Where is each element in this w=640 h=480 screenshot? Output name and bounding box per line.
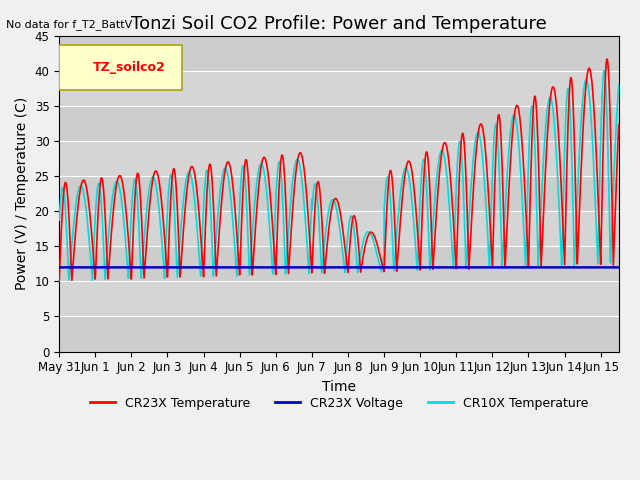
- Bar: [59, 176, 619, 211]
- Text: No data for f_T2_BattV: No data for f_T2_BattV: [6, 19, 132, 30]
- Legend: CR23X Temperature, CR23X Voltage, CR10X Temperature: CR23X Temperature, CR23X Voltage, CR10X …: [84, 392, 593, 415]
- Title: Tonzi Soil CO2 Profile: Power and Temperature: Tonzi Soil CO2 Profile: Power and Temper…: [131, 15, 547, 33]
- Y-axis label: Power (V) / Temperature (C): Power (V) / Temperature (C): [15, 97, 29, 290]
- Bar: [59, 211, 619, 246]
- Bar: [59, 141, 619, 176]
- Bar: [59, 316, 619, 351]
- Bar: [59, 36, 619, 71]
- X-axis label: Time: Time: [322, 380, 356, 394]
- Text: TZ_soilco2: TZ_soilco2: [93, 61, 166, 74]
- Bar: [59, 246, 619, 281]
- Bar: [59, 281, 619, 316]
- FancyBboxPatch shape: [59, 46, 182, 90]
- Bar: [59, 71, 619, 106]
- Bar: [59, 106, 619, 141]
